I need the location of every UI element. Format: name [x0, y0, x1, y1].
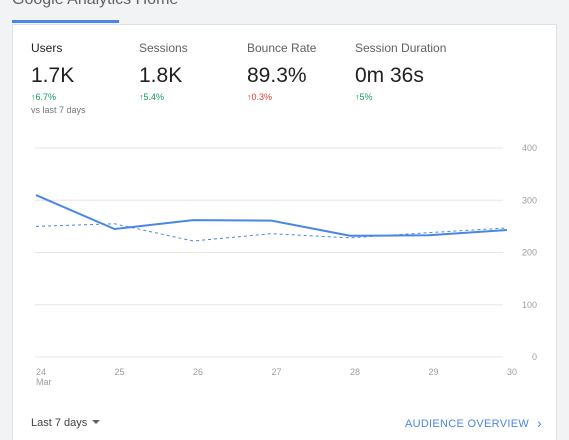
title-tab-underline — [12, 20, 119, 23]
x-tick-label: 24 — [36, 367, 46, 377]
x-tick-label: 27 — [272, 367, 282, 377]
arrow-up-icon: ↑ — [31, 92, 36, 102]
x-tick-label: Mar — [36, 377, 52, 387]
metric-label: Session Duration — [355, 41, 447, 55]
metric-label: Users — [31, 41, 63, 55]
metric-tab-users[interactable]: Users 1.7K ↑6.7% — [13, 25, 119, 121]
metric-label: Sessions — [139, 41, 188, 55]
metric-change: ↑0.3% — [247, 92, 335, 102]
metric-change-value: 5.4% — [143, 92, 165, 102]
x-tick-label: 26 — [193, 367, 203, 377]
y-tick-label: 0 — [532, 352, 537, 362]
metric-value: 1.8K — [139, 64, 183, 87]
audience-overview-link[interactable]: AUDIENCE OVERVIEW › — [405, 415, 542, 431]
metric-tab-session-duration[interactable]: Session Duration 0m 36s ↑5% — [337, 25, 477, 121]
caret-down-icon — [92, 420, 101, 424]
metric-tab-sessions[interactable]: Sessions 1.8K ↑5.4% — [121, 25, 227, 121]
y-tick-label: 300 — [522, 195, 537, 205]
metric-value: 1.7K — [31, 64, 75, 87]
chevron-right-icon: › — [537, 415, 542, 431]
metric-change-value: 5% — [359, 92, 373, 102]
arrow-up-icon: ↑ — [247, 92, 252, 102]
metric-change: ↑6.7% — [31, 92, 119, 102]
metric-change: ↑5.4% — [139, 92, 227, 102]
audience-overview-label: AUDIENCE OVERVIEW — [404, 418, 530, 430]
x-tick-label: 30 — [507, 367, 517, 377]
x-tick-label: 28 — [350, 367, 360, 377]
x-tick-label: 29 — [429, 367, 439, 377]
x-tick-label: 25 — [115, 367, 125, 377]
metric-change-value: 6.7% — [35, 92, 57, 102]
metric-value: 89.3% — [247, 64, 307, 87]
metric-tab-bounce-rate[interactable]: Bounce Rate 89.3% ↑0.3% — [229, 25, 335, 121]
page-title: Google Analytics Home — [12, 0, 178, 9]
y-tick-label: 100 — [522, 300, 537, 310]
arrow-up-icon: ↑ — [139, 92, 144, 102]
metric-change: ↑5% — [355, 92, 477, 102]
y-tick-label: 400 — [522, 143, 537, 153]
analytics-card: Users 1.7K ↑6.7% Sessions 1.8K ↑5.4% Bou… — [12, 24, 557, 440]
metric-label: Bounce Rate — [247, 41, 317, 55]
date-range-label: Last 7 days — [31, 417, 88, 429]
arrow-up-icon: ↑ — [355, 92, 360, 102]
current-series-line — [35, 194, 508, 237]
metric-change-value: 0.3% — [251, 92, 273, 102]
date-range-dropdown[interactable]: Last 7 days — [31, 417, 101, 429]
metric-value: 0m 36s — [355, 64, 424, 87]
comparison-note: vs last 7 days — [31, 105, 86, 115]
comparison-series-line — [35, 223, 508, 242]
y-tick-label: 200 — [522, 248, 537, 258]
